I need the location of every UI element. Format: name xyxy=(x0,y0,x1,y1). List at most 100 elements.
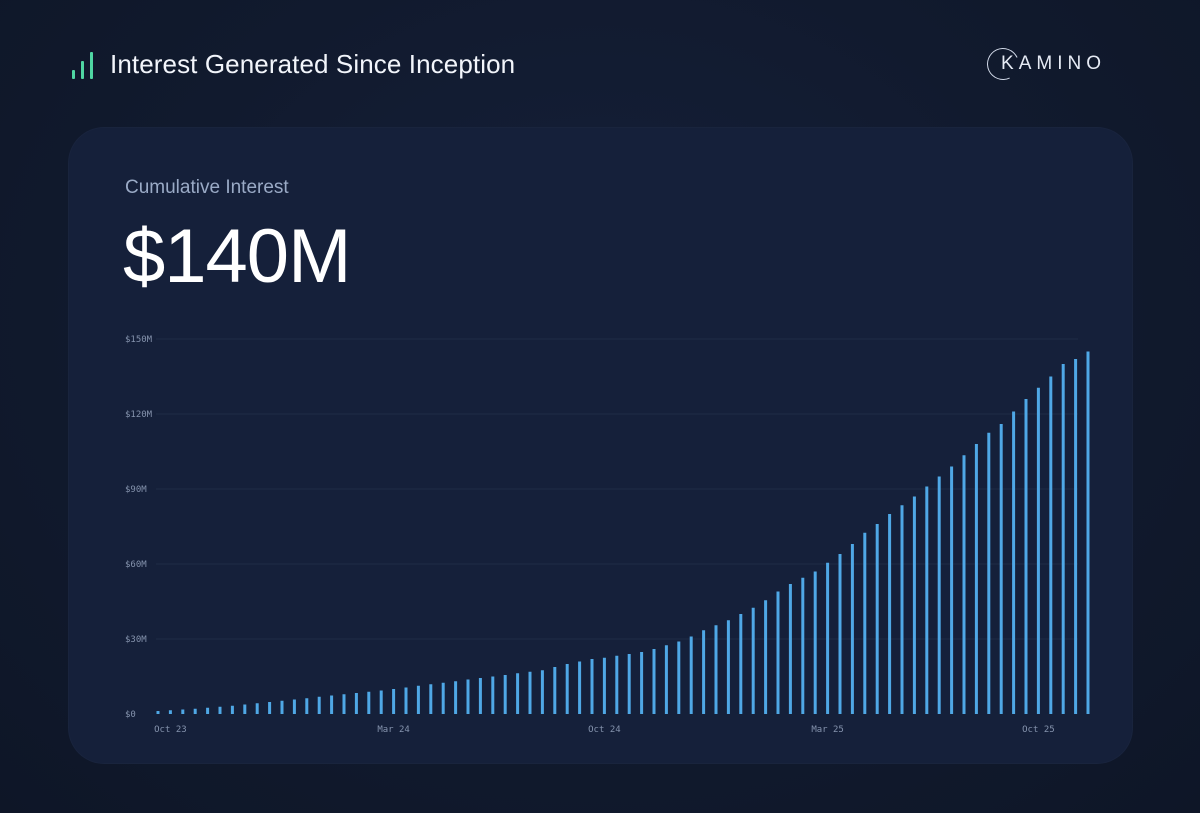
bar xyxy=(193,708,197,714)
bar xyxy=(454,681,458,714)
bar xyxy=(627,654,631,714)
bar xyxy=(925,486,929,714)
kamino-logo: KAMINO xyxy=(982,43,1106,85)
bar xyxy=(218,706,222,714)
bar xyxy=(615,655,619,714)
bar xyxy=(950,466,954,714)
page-title: Interest Generated Since Inception xyxy=(110,48,516,79)
bar xyxy=(726,620,730,714)
bar xyxy=(168,710,172,714)
card-label: Cumulative Interest xyxy=(125,177,289,198)
cumulative-interest-chart: $0$30M$60M$90M$120M$150M Oct 23 Mar 24 Oct… xyxy=(125,335,1090,735)
bar xyxy=(553,667,557,714)
bar xyxy=(875,524,879,714)
bar xyxy=(689,636,693,714)
bar xyxy=(788,584,792,714)
card-value: $140M xyxy=(123,214,351,299)
bar xyxy=(429,684,433,714)
bar xyxy=(540,670,544,714)
bar xyxy=(243,704,247,714)
bar xyxy=(181,709,185,714)
bar xyxy=(912,496,916,714)
bar xyxy=(590,659,594,714)
bar xyxy=(379,690,383,714)
bar xyxy=(466,679,470,714)
x-tick-label: Oct 25 xyxy=(1022,725,1055,735)
bar xyxy=(1036,387,1040,714)
bar xyxy=(441,682,445,714)
bar xyxy=(863,532,867,714)
bar xyxy=(702,630,706,714)
logo-text: KAMINO xyxy=(1001,53,1106,74)
bar xyxy=(652,649,656,714)
bar xyxy=(850,544,854,714)
bar xyxy=(900,505,904,714)
y-tick-label: $90M xyxy=(125,485,147,495)
bar xyxy=(826,562,830,714)
bar xyxy=(751,607,755,714)
bar xyxy=(292,699,296,714)
bar xyxy=(330,695,334,714)
bar xyxy=(739,614,743,714)
bar xyxy=(888,514,892,714)
bar xyxy=(801,577,805,714)
y-tick-label: $120M xyxy=(125,410,153,420)
bar xyxy=(1074,359,1078,714)
bar xyxy=(354,693,358,714)
bar xyxy=(937,476,941,714)
bar xyxy=(255,703,259,714)
bar xyxy=(813,571,817,714)
bars xyxy=(156,351,1090,714)
interest-card: Cumulative Interest $140M $0 $30M $60M $90M… xyxy=(68,127,1133,764)
bar xyxy=(342,694,346,714)
bar xyxy=(962,455,966,714)
bar xyxy=(404,687,408,714)
logo-ring-icon xyxy=(982,43,1024,85)
bar xyxy=(478,678,482,714)
bar xyxy=(392,689,396,714)
bar xyxy=(838,554,842,714)
bar xyxy=(714,625,718,714)
x-axis-ticks: Oct 23 Mar 24 Oct 24 Mar 25 Oct 25 xyxy=(154,725,1055,735)
bar xyxy=(206,707,210,714)
bar xyxy=(640,652,644,714)
y-tick-label: $30M xyxy=(125,635,147,645)
bar xyxy=(677,641,681,714)
y-tick-label: $60M xyxy=(125,560,147,570)
bar xyxy=(280,700,284,714)
bar xyxy=(230,705,234,714)
bar xyxy=(156,711,160,714)
bar xyxy=(1012,411,1016,714)
bar-chart-icon xyxy=(72,49,98,79)
y-tick-label: $150M xyxy=(125,335,153,345)
grid-lines xyxy=(156,338,1078,640)
bar xyxy=(1049,376,1053,714)
bar xyxy=(578,661,582,714)
x-tick-label: Mar 25 xyxy=(811,725,844,735)
bar xyxy=(416,685,420,714)
bar xyxy=(268,702,272,714)
bar xyxy=(999,424,1003,714)
y-tick-label: $0 xyxy=(125,710,136,720)
bar xyxy=(602,657,606,714)
bar xyxy=(491,676,495,714)
bar xyxy=(664,645,668,714)
y-axis-ticks: $0 $30M $60M $90M $120M $150M xyxy=(125,335,153,720)
bar xyxy=(565,664,569,714)
bar xyxy=(776,591,780,714)
bar xyxy=(305,698,309,714)
bar xyxy=(528,671,532,714)
bar xyxy=(1024,399,1028,714)
bar xyxy=(764,600,768,714)
x-tick-label: Mar 24 xyxy=(377,725,410,735)
bar xyxy=(317,696,321,714)
x-tick-label: Oct 23 xyxy=(154,725,187,735)
bar xyxy=(516,673,520,714)
bar xyxy=(367,691,371,714)
header: Interest Generated Since Inception xyxy=(72,44,515,84)
bar xyxy=(974,444,978,714)
bar xyxy=(987,432,991,714)
x-tick-label: Oct 24 xyxy=(588,725,621,735)
bar xyxy=(1061,364,1065,714)
bar xyxy=(503,675,507,714)
